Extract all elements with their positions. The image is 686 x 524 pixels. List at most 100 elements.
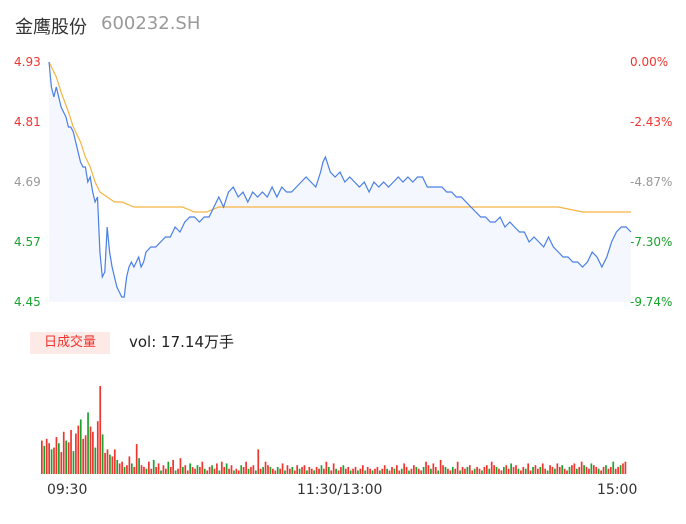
volume-bar — [515, 465, 517, 474]
volume-bar — [376, 466, 379, 474]
volume-bar — [245, 461, 247, 474]
volume-bar — [466, 466, 469, 474]
volume-bar — [447, 468, 449, 474]
volume-bar — [332, 463, 335, 474]
volume-bar — [493, 465, 495, 474]
volume-bar — [595, 466, 598, 474]
volume-bar — [101, 434, 104, 474]
volume-bar — [318, 468, 320, 474]
volume-bar — [143, 466, 145, 474]
volume-bar — [216, 463, 218, 474]
volume-bar — [396, 465, 398, 474]
volume-bar — [310, 468, 313, 474]
volume-bar — [374, 468, 376, 474]
volume-bar — [551, 466, 554, 474]
volume-bar — [522, 466, 525, 474]
volume-bar — [157, 463, 160, 474]
volume-bar — [145, 468, 148, 474]
volume-bar — [517, 468, 520, 474]
volume-bar — [476, 466, 478, 474]
volume-bar — [473, 468, 476, 474]
pct-label-4: -9.74% — [630, 295, 673, 309]
volume-bar — [558, 466, 561, 474]
volume-bar — [502, 466, 505, 474]
volume-bar — [352, 468, 354, 474]
volume-bar — [405, 466, 408, 474]
volume-bar — [619, 465, 622, 474]
volume-bar — [89, 426, 92, 474]
volume-bar — [568, 466, 571, 474]
volume-bar — [60, 452, 63, 474]
volume-bar — [196, 465, 199, 474]
volume-bar — [583, 465, 585, 474]
pct-label-2: -4.87% — [630, 175, 673, 189]
volume-bar — [571, 465, 573, 474]
volume-bar — [580, 461, 583, 474]
volume-bar — [481, 470, 483, 474]
volume-bar — [194, 468, 196, 474]
volume-bar — [415, 466, 418, 474]
volume-bar — [483, 466, 486, 474]
volume-bar — [471, 470, 474, 474]
volume-bar — [48, 443, 50, 474]
volume-bar — [342, 465, 345, 474]
volume-bar — [495, 466, 498, 474]
volume-bar — [468, 465, 471, 474]
volume-bar — [456, 461, 459, 474]
volume-bar — [82, 438, 85, 474]
volume-bar — [186, 470, 189, 474]
price-label-4: 4.45 — [14, 295, 41, 309]
volume-bar — [325, 461, 328, 474]
average-price-line — [48, 61, 631, 213]
volume-bar — [510, 463, 512, 474]
volume-bar — [189, 463, 192, 474]
volume-bar — [43, 445, 46, 474]
volume-bar — [320, 465, 323, 474]
volume-bar — [600, 470, 602, 474]
volume-bar — [434, 466, 437, 474]
volume-bar — [118, 463, 121, 474]
volume-bar — [293, 470, 296, 474]
volume-bar — [130, 463, 133, 474]
volume-bar — [133, 466, 136, 474]
volume-bar — [512, 466, 515, 474]
volume-bar — [439, 459, 442, 474]
volume-bar — [203, 468, 206, 474]
volume-bar — [617, 466, 619, 474]
volume-bar — [361, 465, 364, 474]
volume-bar — [592, 465, 595, 474]
volume-bar — [383, 465, 386, 474]
volume-bar — [588, 468, 590, 474]
volume-bar — [135, 444, 138, 474]
volume-bar — [291, 466, 294, 474]
volume-bar — [609, 466, 612, 474]
volume-bar — [104, 452, 106, 474]
volume-bar — [92, 431, 94, 474]
volume-bar — [602, 466, 605, 474]
volume-bar — [344, 468, 347, 474]
volume-bar — [242, 466, 245, 474]
volume-type-badge[interactable]: 日成交量 — [30, 332, 110, 354]
volume-bar — [422, 466, 425, 474]
volume-bar — [408, 470, 410, 474]
stock-code: 600232.SH — [101, 13, 201, 34]
volume-bar — [357, 470, 359, 474]
volume-bar — [505, 465, 508, 474]
volume-bar — [269, 466, 272, 474]
volume-bar — [500, 470, 503, 474]
volume-bar — [432, 463, 435, 474]
volume-bar — [264, 461, 267, 474]
volume-bar — [211, 465, 213, 474]
volume-bar — [449, 470, 452, 474]
volume-bar — [413, 465, 415, 474]
volume-bar — [289, 468, 291, 474]
volume-bar — [155, 466, 157, 474]
volume-bar — [478, 468, 481, 474]
volume-bar — [72, 451, 75, 474]
volume-bar — [259, 468, 262, 474]
volume-bar — [437, 470, 440, 474]
volume-bar — [272, 468, 274, 474]
volume-bar — [213, 468, 216, 474]
volume-bar — [237, 470, 240, 474]
volume-bar — [62, 431, 65, 474]
